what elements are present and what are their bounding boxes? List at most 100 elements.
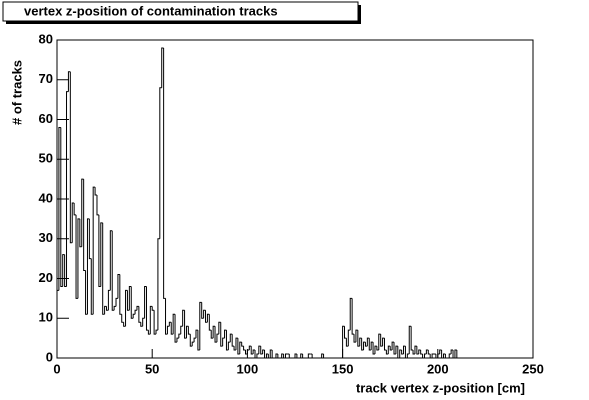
histogram-bin	[92, 186, 96, 315]
histogram-bin	[102, 222, 105, 315]
histogram-bin	[210, 330, 214, 339]
histogram-bin	[145, 286, 149, 331]
histogram-bin	[205, 310, 208, 323]
histogram-bin	[71, 202, 75, 243]
x-tick-label: 250	[522, 361, 544, 376]
histogram-bin	[126, 290, 130, 311]
y-tick-label: 50	[39, 151, 53, 166]
histogram-bin	[109, 230, 113, 291]
histogram-bin	[353, 334, 356, 343]
histogram-bin	[140, 322, 143, 327]
histogram-bin	[387, 345, 391, 355]
y-tick-label: 80	[39, 31, 53, 46]
histogram-bin	[412, 350, 415, 355]
histogram-bin	[197, 330, 200, 351]
histogram-bin	[180, 325, 183, 335]
histogram-bin	[444, 354, 448, 359]
histogram-bin	[393, 342, 396, 355]
histogram-bin	[380, 334, 383, 347]
histogram-bin	[435, 354, 438, 359]
histogram-bin	[389, 346, 393, 351]
histogram-bin	[431, 353, 434, 358]
histogram-bin	[229, 333, 233, 343]
histogram-bin	[224, 329, 227, 339]
histogram-bin	[347, 329, 351, 347]
histogram-bin	[201, 302, 204, 319]
histogram-bin	[237, 338, 240, 355]
histogram-bin	[391, 341, 395, 351]
histogram-bin	[403, 345, 406, 355]
histogram-bin	[220, 322, 223, 347]
histogram-bin	[231, 334, 235, 347]
histogram-bin	[366, 337, 370, 347]
histogram-bin	[284, 353, 288, 358]
histogram-bin	[56, 289, 59, 358]
x-tick-label: 150	[332, 361, 354, 376]
histogram-bin	[134, 309, 137, 315]
histogram-bin	[88, 218, 92, 260]
histogram-bin	[277, 354, 280, 359]
histogram-bin	[429, 354, 433, 359]
histogram-bin	[163, 47, 166, 299]
histogram-bin	[342, 325, 345, 358]
histogram-bin	[363, 341, 366, 351]
histogram-bin	[420, 350, 423, 355]
histogram-bin	[75, 214, 78, 299]
histogram-bin	[410, 326, 414, 351]
histogram-bin	[408, 325, 412, 355]
histogram-bin	[119, 274, 122, 315]
histogram-bin	[454, 349, 457, 358]
histogram-bin	[69, 71, 73, 244]
histogram-bin	[323, 354, 326, 359]
histogram-bin	[397, 346, 400, 359]
title-box	[2, 1, 359, 22]
histogram-bin	[113, 305, 117, 311]
y-tick-label: 40	[39, 190, 53, 205]
histogram-bin	[178, 333, 181, 339]
histogram-bin	[404, 346, 408, 359]
histogram-bin	[165, 298, 168, 335]
histogram-bin	[448, 353, 452, 358]
histogram-bin	[443, 353, 446, 358]
y-tick-label: 70	[39, 71, 53, 86]
histogram-bin	[222, 337, 225, 347]
histogram-bin	[170, 322, 174, 335]
histogram-bin	[100, 222, 103, 287]
histogram-bin	[195, 329, 198, 339]
histogram-bin	[233, 346, 236, 351]
histogram-bin	[193, 337, 196, 343]
histogram-bin	[212, 325, 216, 339]
histogram-bin	[385, 350, 389, 355]
y-tick-label: 0	[46, 349, 53, 364]
histogram-bin	[138, 306, 141, 323]
histogram-bin	[66, 91, 69, 287]
histogram-bin	[241, 342, 244, 347]
x-tick-label: 100	[237, 361, 259, 376]
histogram-bin	[77, 218, 80, 299]
histogram-bin	[296, 354, 299, 359]
histogram-bin	[218, 321, 221, 335]
histogram-bin	[401, 350, 404, 355]
histogram-bin	[225, 330, 229, 351]
histogram-bin	[294, 353, 297, 358]
histogram-bin	[90, 258, 94, 315]
y-tick-label: 30	[39, 230, 53, 245]
histogram-bin	[370, 341, 374, 351]
histogram-bin	[372, 342, 375, 355]
histogram-bin	[321, 353, 324, 358]
histogram-bin	[439, 349, 442, 355]
histogram-bin	[288, 354, 292, 359]
histogram-bin	[172, 313, 176, 335]
histogram-bin	[254, 350, 257, 359]
y-tick-label: 10	[39, 310, 53, 325]
histogram-bin	[121, 314, 124, 323]
histogram-bin	[271, 350, 275, 359]
histogram-bin	[125, 289, 128, 327]
histogram-bin	[203, 309, 206, 319]
histogram-bin	[364, 342, 368, 347]
histogram-bin	[174, 314, 177, 343]
histogram-bin	[418, 349, 421, 355]
histogram-bin	[185, 325, 189, 339]
histogram-bin	[115, 297, 118, 307]
